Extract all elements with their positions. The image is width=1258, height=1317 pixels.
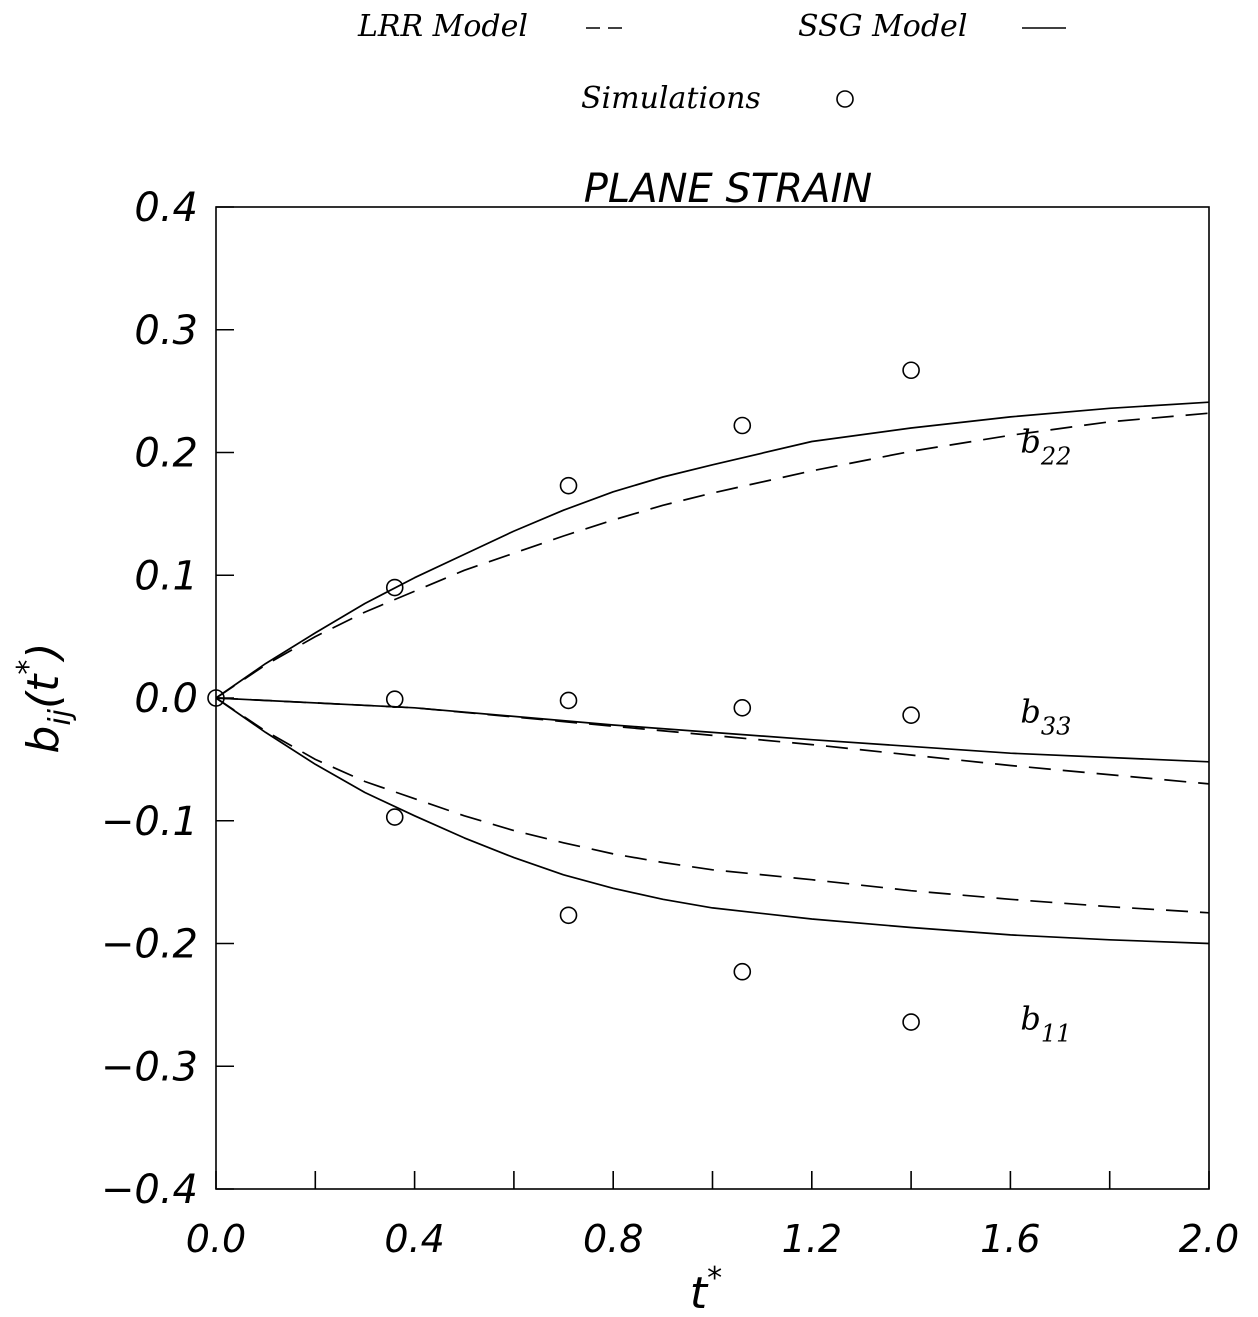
x-tick-label: 0.0 [186,1217,246,1261]
curve-label-sub: 33 [1041,713,1072,741]
simulation-point [733,699,752,717]
series-line-solid [215,697,1210,763]
simulation-point [385,690,404,709]
series-line-solid [215,697,1210,945]
y-tick-label: 0.0 [134,676,198,722]
y-tick-label: 0.1 [134,553,198,599]
x-axis: 0.0 0.4 0.8 1.2 1.6 2.0 [186,1171,1239,1261]
simulation-point [385,578,404,597]
y-tick-label: 0.3 [134,308,198,354]
y-axis-label-main: b [18,726,69,754]
legend-sim-marker [836,90,854,108]
y-axis-label-sub: ij [43,708,78,725]
x-tick-label: 1.6 [980,1217,1040,1261]
curve-label-main: b [1020,423,1040,461]
chart-title: PLANE STRAIN [584,166,872,212]
y-tick-label: −0.4 [101,1167,198,1213]
x-axis-label-main: t [690,1268,709,1317]
simulation-point [559,691,578,710]
legend-ssg-label: SSG Model [798,9,967,44]
curve-label: b22 [1020,423,1071,471]
x-axis-label: t* [690,1261,722,1317]
series-line-dashed [215,697,1210,914]
simulation-point [207,689,225,707]
series-layer [215,401,1210,945]
simulation-point [559,476,578,495]
x-axis-label-sup: * [707,1261,722,1296]
simulation-point [385,808,404,826]
y-axis-label: bij(t*) [11,642,78,753]
series-line-dashed [215,412,1210,699]
legend-sim-label: Simulations [581,81,761,116]
y-tick-label: 0.4 [134,185,198,231]
curve-label-main: b [1020,999,1040,1037]
legend-lrr-label: LRR Model [357,9,528,44]
series-line-solid [215,401,1210,699]
x-tick-label: 1.2 [782,1217,842,1261]
simulation-point [902,1013,920,1031]
y-axis-label-sup: * [11,660,46,675]
y-axis-label-close: ) [18,642,69,662]
y-axis: −0.4 −0.3 −0.2 −0.1 0.0 0.1 0.2 0.3 0.4 [101,185,234,1213]
y-axis-label-open: (t [18,673,69,709]
x-tick-label: 0.4 [384,1217,444,1261]
simulation-point [902,706,920,724]
simulation-markers [207,361,920,1031]
curve-label-main: b [1020,693,1040,731]
simulation-point [559,906,578,925]
simulation-point [733,416,752,435]
x-tick-label: 2.0 [1179,1217,1239,1261]
y-tick-label: −0.2 [101,922,198,968]
curve-label-sub: 22 [1040,443,1072,471]
x-tick-label: 0.8 [583,1217,643,1261]
curve-label: b33 [1020,693,1071,741]
y-tick-label: −0.3 [101,1044,198,1090]
y-tick-label: 0.2 [134,431,198,477]
series-line-dashed [215,697,1210,785]
simulation-point [733,962,752,981]
curve-label-sub: 11 [1041,1019,1072,1047]
curve-label: b11 [1020,999,1071,1047]
simulation-point [902,361,920,380]
legend: LRR Model SSG Model Simulations [357,9,1066,116]
y-tick-label: −0.1 [101,799,198,845]
